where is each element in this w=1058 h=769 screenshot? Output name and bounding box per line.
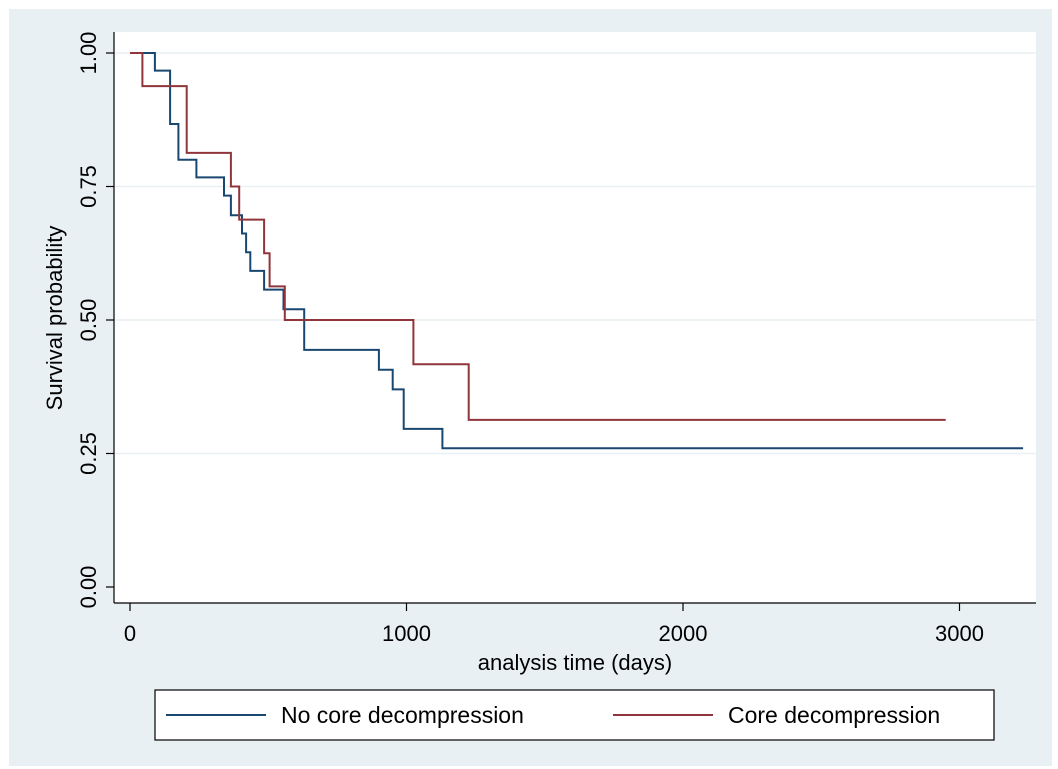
legend-label-no-core-decompression: No core decompression bbox=[281, 702, 524, 728]
legend-box bbox=[154, 689, 995, 741]
plot-area bbox=[114, 32, 1036, 603]
series-layer bbox=[130, 52, 1024, 450]
series-line-core-decompression bbox=[130, 52, 946, 421]
y-axis-title: Survival probability bbox=[42, 226, 67, 411]
series-line-no-core-decompression bbox=[130, 52, 1024, 450]
x-tick-label-0: 0 bbox=[124, 621, 136, 646]
gridlines bbox=[114, 52, 1036, 455]
y-tick-label-3: 0.75 bbox=[76, 165, 101, 208]
x-axis-title: analysis time (days) bbox=[478, 650, 672, 675]
x-tick-label-1: 1000 bbox=[382, 621, 431, 646]
x-tick-label-3: 3000 bbox=[935, 621, 984, 646]
y-tick-label-2: 0.50 bbox=[76, 299, 101, 342]
x-axis-ticks: 0 1000 2000 3000 bbox=[124, 603, 984, 646]
legend: No core decompression Core decompression bbox=[154, 689, 995, 741]
y-tick-label-1: 0.25 bbox=[76, 432, 101, 475]
x-tick-label-2: 2000 bbox=[659, 621, 708, 646]
legend-label-core-decompression: Core decompression bbox=[728, 702, 940, 728]
y-tick-label-0: 0.00 bbox=[76, 566, 101, 609]
y-tick-label-4: 1.00 bbox=[76, 32, 101, 75]
y-axis-ticks: 0.00 0.25 0.50 0.75 1.00 bbox=[76, 32, 114, 609]
